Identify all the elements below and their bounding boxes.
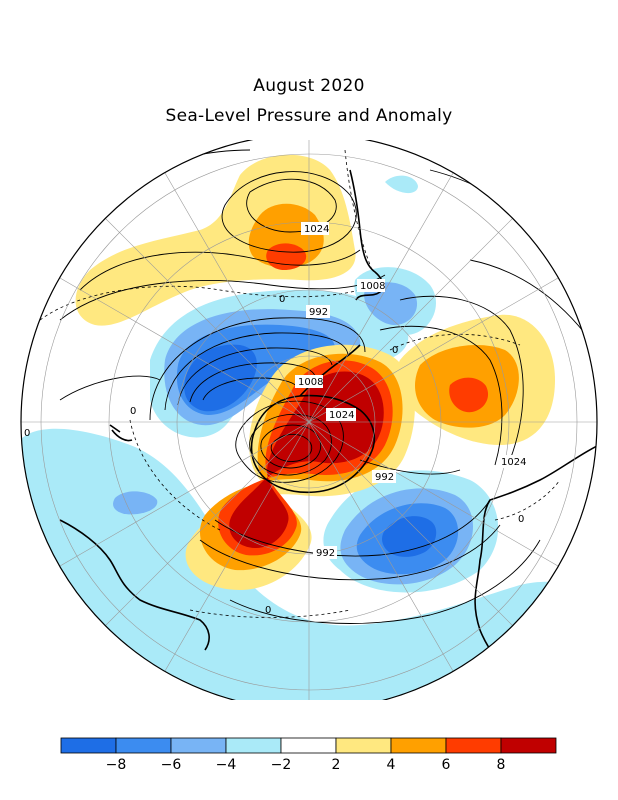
anomaly-neg4-blob <box>113 491 158 515</box>
anomaly-neg8-west <box>184 344 257 412</box>
anomaly-pos6-east <box>449 377 489 413</box>
isobar-label: 1024 <box>304 224 329 235</box>
colorbar-cell <box>60 737 117 754</box>
colorbar-cell <box>445 737 502 754</box>
isobar-label: 1024 <box>329 410 354 421</box>
colorbar-cell <box>280 737 337 754</box>
colorbar-cell <box>335 737 392 754</box>
zero-label: 0 <box>265 605 271 616</box>
colorbar-tick-label: 4 <box>387 757 396 773</box>
meridian-label: 0 <box>24 428 30 439</box>
isobar-label: 992 <box>316 548 335 559</box>
colorbar-ticks: −8 −6 −4 −2 2 4 6 8 <box>106 757 506 773</box>
colorbar-tick-label: −6 <box>161 757 182 773</box>
coast-new-zealand <box>109 424 133 442</box>
map-title: August 2020 <box>253 76 365 96</box>
colorbar-cell <box>225 737 282 754</box>
zero-label: 0 <box>130 406 136 417</box>
isobar-label: 992 <box>375 472 394 483</box>
coastlines <box>59 169 597 681</box>
colorbar-tick-label: −8 <box>106 757 127 773</box>
isobar-label: 1024 <box>501 457 526 468</box>
colorbar-tick-label: 6 <box>442 757 451 773</box>
colorbar-tick-label: 8 <box>497 757 506 773</box>
polar-map: 0 1024 1008 992 1008 1024 992 992 1024 0… <box>20 140 598 700</box>
zero-label: 0 <box>518 514 524 525</box>
coast-south-america <box>349 169 384 301</box>
isobar-label: 1008 <box>360 281 385 292</box>
colorbar-cell <box>115 737 172 754</box>
zero-label: 0 <box>392 345 398 356</box>
anomaly-pos2-north <box>75 154 356 326</box>
map-subtitle: Sea-Level Pressure and Anomaly <box>165 106 453 126</box>
anomaly-zero-labels: 0 0 0 0 0 <box>130 294 524 616</box>
colorbar-cell <box>390 737 447 754</box>
colorbar-tick-label: 2 <box>332 757 341 773</box>
coast-africa <box>474 439 597 681</box>
anomaly-neg2-top <box>385 175 418 194</box>
coast-australia <box>59 519 210 651</box>
zero-label: 0 <box>279 294 285 305</box>
isobar-labels: 1024 1008 992 1008 1024 992 992 1024 <box>295 222 528 559</box>
anomaly-zero-contours <box>39 149 561 618</box>
colorbar-cell <box>500 737 557 754</box>
colorbar: −8 −6 −4 −2 2 4 6 8 <box>60 737 557 773</box>
colorbar-cells <box>60 737 557 754</box>
colorbar-tick-label: −2 <box>271 757 292 773</box>
map-boundary <box>20 140 598 700</box>
colorbar-cell <box>170 737 227 754</box>
isobar-contours <box>59 149 591 624</box>
colorbar-tick-label: −4 <box>216 757 237 773</box>
isobar-label: 992 <box>309 307 328 318</box>
isobar-label: 1008 <box>298 377 323 388</box>
graticule <box>21 140 597 700</box>
